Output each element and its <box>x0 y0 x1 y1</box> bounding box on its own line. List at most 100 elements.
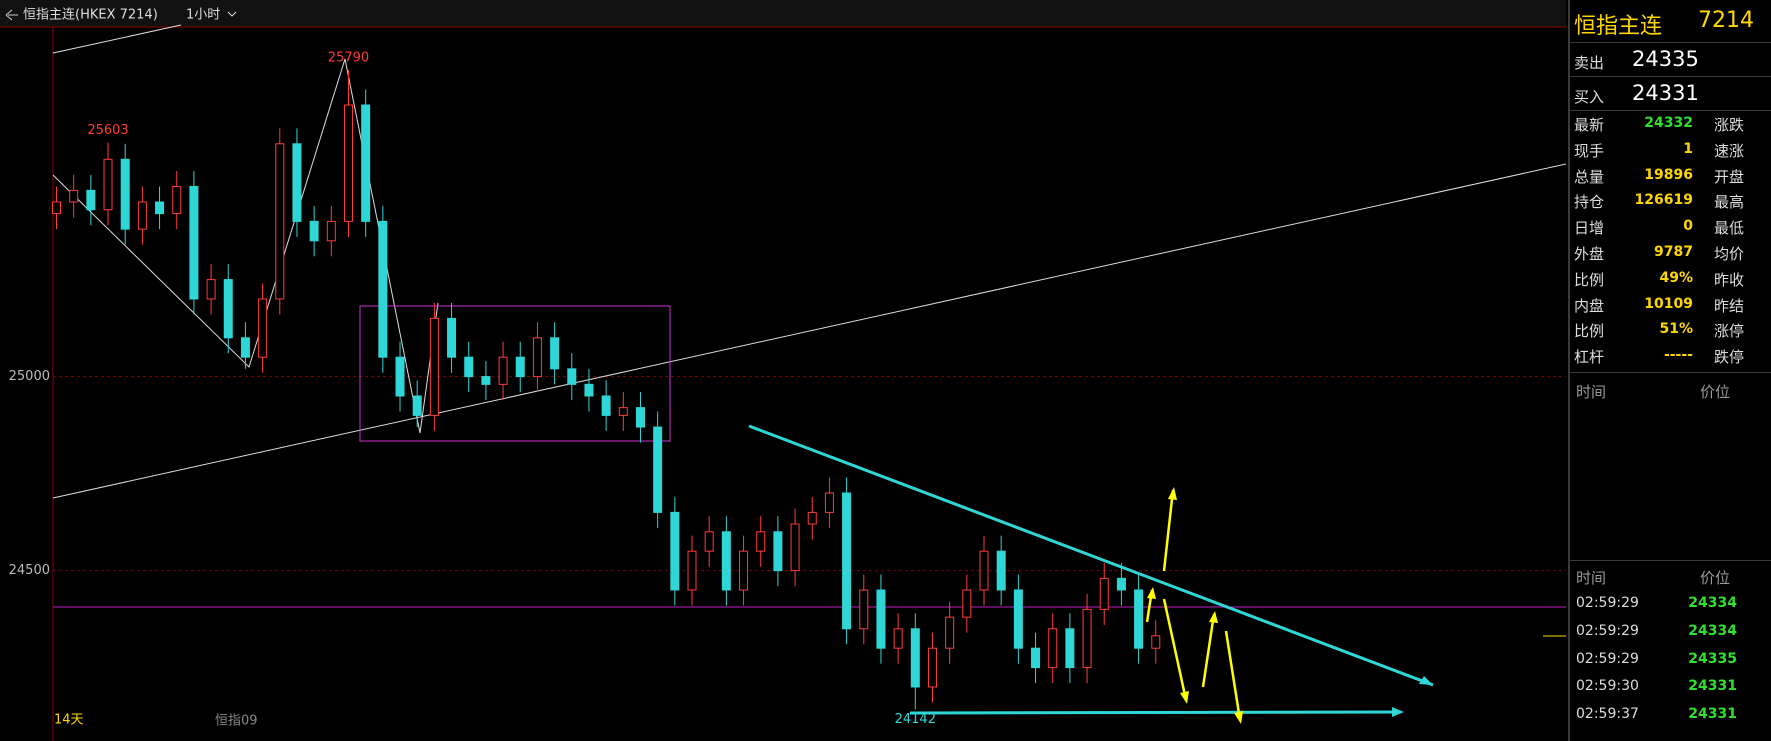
candle-body <box>447 317 457 358</box>
candle-body <box>258 298 268 358</box>
row-value: 51% <box>1659 321 1693 338</box>
candle-body <box>635 407 645 428</box>
row-label: 现手 <box>1574 141 1605 160</box>
separator <box>1570 372 1771 373</box>
y-tick-label: 25000 <box>9 369 50 384</box>
candle-body <box>893 628 903 649</box>
ask-value: 24335 <box>1632 47 1699 71</box>
arrow-head <box>1392 707 1404 717</box>
trade-time: 02:59:37 <box>1576 706 1639 723</box>
y-tick-label: 24500 <box>9 563 50 578</box>
candle-body <box>361 104 371 222</box>
candle-body <box>1151 635 1161 649</box>
period-label: 14天 <box>54 713 84 728</box>
row-label: 内盘 <box>1574 296 1605 315</box>
row-value: ----- <box>1663 347 1693 364</box>
candle-body <box>739 550 749 591</box>
candle-body <box>429 317 439 416</box>
separator <box>1570 76 1771 77</box>
candle-body <box>704 531 714 552</box>
row-field: 最高 <box>1714 193 1745 212</box>
candle-body <box>945 616 955 649</box>
row-field: 涨跌 <box>1714 116 1745 134</box>
row-field: 昨结 <box>1714 296 1745 315</box>
candle-body <box>412 395 422 416</box>
period-selector[interactable]: 1小时 <box>186 8 220 23</box>
candle-body <box>326 220 336 242</box>
candle-body <box>1134 589 1144 649</box>
resistance-line <box>748 424 1434 687</box>
candle-body <box>155 201 165 215</box>
candle-body <box>120 158 130 230</box>
trend-line <box>52 163 1566 499</box>
instrument-name: 恒指主连 <box>1574 14 1663 39</box>
candle-body <box>172 185 182 215</box>
candle-body <box>927 647 937 688</box>
row-field: 均价 <box>1714 245 1745 263</box>
row-label: 最新 <box>1574 116 1605 134</box>
row-value: 19896 <box>1644 166 1693 183</box>
row-field: 跌停 <box>1714 348 1745 367</box>
candle-body <box>996 550 1006 591</box>
separator <box>1570 110 1771 111</box>
candle-body <box>979 550 989 591</box>
candle-body <box>824 492 834 513</box>
trade-time: 02:59:29 <box>1576 622 1639 639</box>
candle-body <box>103 158 113 211</box>
drawings <box>52 24 1566 724</box>
candle-body <box>1013 589 1023 649</box>
candle-body <box>275 143 285 300</box>
candle-body <box>1031 647 1041 669</box>
arrow-head <box>1419 676 1433 685</box>
trade-price: 24335 <box>1688 650 1737 667</box>
range-box <box>359 305 671 442</box>
candle-body <box>1099 577 1109 610</box>
candle-body <box>515 356 525 378</box>
support-line <box>909 710 1402 715</box>
trade-time: 02:59:29 <box>1576 650 1639 667</box>
candle-body <box>962 589 972 618</box>
candle-body <box>721 531 731 591</box>
candle-body <box>790 523 800 572</box>
back-icon[interactable] <box>5 9 18 21</box>
candle-body <box>189 185 199 300</box>
candle-body <box>1082 608 1092 669</box>
row-field: 速涨 <box>1714 141 1745 160</box>
candle-body <box>601 395 611 416</box>
contract-label: 恒指09 <box>215 714 258 729</box>
row-field: 昨收 <box>1714 270 1745 289</box>
candles <box>52 70 1161 710</box>
row-value: 49% <box>1659 269 1693 286</box>
dropdown-icon[interactable] <box>227 11 237 17</box>
row-field: 最低 <box>1714 219 1745 238</box>
row-label: 持仓 <box>1574 193 1605 212</box>
trade-price-header: 价位 <box>1700 569 1731 587</box>
row-label: 外盘 <box>1574 245 1605 263</box>
row-label: 比例 <box>1574 322 1605 341</box>
trade-price: 24334 <box>1688 622 1737 639</box>
bid-label: 买入 <box>1574 88 1605 106</box>
candle-body <box>618 407 628 416</box>
high-label: 25603 <box>87 123 128 138</box>
tick-time-header: 时间 <box>1576 383 1607 401</box>
trend-line <box>52 24 182 54</box>
candle-body <box>687 550 697 591</box>
candle-body <box>481 376 491 385</box>
bid-value: 24331 <box>1632 81 1699 105</box>
row-value: 1 <box>1683 140 1693 157</box>
row-label: 日增 <box>1574 219 1605 238</box>
candle-body <box>292 143 302 222</box>
candle-body <box>550 337 560 370</box>
candle-body <box>86 189 96 211</box>
ask-label: 卖出 <box>1574 54 1605 72</box>
candle-body <box>240 337 250 358</box>
candle-body <box>1048 628 1058 669</box>
candle-body <box>206 279 216 300</box>
low-label: 24142 <box>895 712 936 727</box>
chart: 恒指主连(HKEX 7214) 1小时 24500 25000 25603 25790… <box>0 0 1566 741</box>
candle-body <box>395 356 405 397</box>
row-value: 126619 <box>1634 192 1693 209</box>
candle-body <box>859 589 869 630</box>
yellow-arrows <box>1145 489 1242 721</box>
candle-body <box>584 383 594 397</box>
